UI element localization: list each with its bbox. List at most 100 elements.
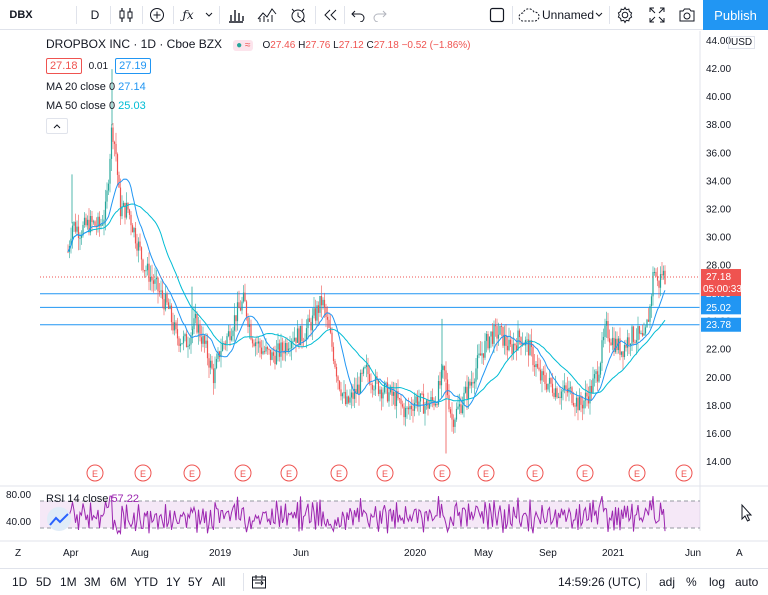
square-icon[interactable] [486,0,508,30]
earnings-marker[interactable]: E [477,464,495,482]
sell-price-button[interactable]: 27.18 [46,58,82,74]
range-button-5y[interactable]: 5Y [188,575,203,589]
candle-body [361,372,363,374]
earnings-marker[interactable]: E [628,464,646,482]
percent-toggle[interactable]: % [686,575,697,589]
zoom-icon[interactable]: Z [15,548,21,559]
earnings-marker[interactable]: E [376,464,394,482]
candle-body [272,352,275,356]
cloud-icon[interactable] [516,0,542,30]
candle-body [191,329,194,336]
candle-body [512,343,515,354]
chart-area[interactable]: E E E E E E E E E E E E E 44.00 42.00 40.00 38.00 36.00 3… [0,31,768,565]
candle-body [556,388,558,398]
currency-label[interactable]: USD [728,36,756,49]
layout-name[interactable]: Unnamed [542,8,595,22]
range-button-6m[interactable]: 6M [110,575,127,589]
earnings-marker[interactable]: E [433,464,451,482]
candle-body [287,348,290,351]
plus-circle-icon[interactable] [145,0,169,30]
candle-body [547,383,549,390]
candle-body [452,419,455,427]
candle-body [449,409,452,414]
rsi-legend[interactable]: RSI 14 close 57.22 [46,493,139,505]
price-tick: 20.00 [706,373,731,384]
collapse-legend-button[interactable] [46,118,68,134]
candle-body [107,183,110,191]
candle-body [644,327,647,334]
fullscreen-icon[interactable] [645,0,669,30]
range-button-1m[interactable]: 1M [60,575,77,589]
clock-readout[interactable]: 14:59:26 (UTC) [558,575,641,589]
auto-toggle[interactable]: auto [735,575,759,589]
gear-icon[interactable] [613,0,637,30]
svg-text:E: E [634,469,640,479]
price-chart[interactable]: E E E E E E E E E E E E E 44.00 42.00 40.00 38.00 36.00 3… [0,31,768,565]
redo-icon[interactable] [370,0,390,30]
candle-body [437,381,440,405]
time-axis-label: Apr [63,548,79,559]
earnings-marker[interactable]: E [675,464,693,482]
buy-price-button[interactable]: 27.19 [115,58,151,74]
symbol-search[interactable]: DBX [9,9,33,21]
candle-body [514,343,516,346]
candle-body [659,274,662,288]
candle-body [334,361,336,368]
candle-body [565,385,567,389]
range-button-5d[interactable]: 5D [36,575,52,589]
svg-text:E: E [382,469,388,479]
divider [142,6,143,24]
range-button-all[interactable]: All [212,575,226,589]
candle-body [106,190,108,202]
rsi-tick: 40.00 [6,517,31,528]
candle-body [431,397,434,401]
earnings-marker[interactable]: E [526,464,544,482]
market-status-badge[interactable]: ● ≈ [233,40,254,51]
earnings-marker[interactable]: E [134,464,152,482]
candle-body [220,350,222,358]
candle-body [245,301,248,317]
tradingview-logo-icon[interactable] [47,507,71,531]
candle-body [634,341,636,343]
symbol-title[interactable]: DROPBOX INC · 1D · Cboe BZX [46,37,223,51]
adj-toggle[interactable]: adj [659,575,676,589]
earnings-marker[interactable]: E [576,464,594,482]
candle-body [113,141,116,144]
range-button-ytd[interactable]: YTD [134,575,158,589]
earnings-marker[interactable]: E [280,464,298,482]
fx-icon[interactable]: ƒx [182,8,194,22]
candle-body [248,324,251,327]
candle-body [280,342,282,357]
range-button-1y[interactable]: 1Y [166,575,181,589]
log-toggle[interactable]: log [709,575,726,589]
ma50-legend[interactable]: MA 50 close 0 25.03 [46,100,146,112]
earnings-marker[interactable]: E [234,464,252,482]
publish-button[interactable]: Publish [703,0,768,30]
date-range-icon[interactable] [251,569,267,595]
candle-body [160,290,162,292]
ma20-legend[interactable]: MA 20 close 0 27.14 [46,81,146,93]
alert-clock-icon[interactable] [286,0,310,30]
undo-icon[interactable] [348,0,368,30]
candle-body [221,343,224,351]
chevron-down-icon[interactable] [592,0,606,30]
chevron-down-icon[interactable] [201,0,217,30]
auto-scale-icon[interactable]: A [736,548,743,559]
candles-icon[interactable] [114,0,138,30]
range-button-1d[interactable]: 1D [12,575,28,589]
earnings-marker[interactable]: E [86,464,104,482]
candle-body [406,407,408,409]
earnings-marker[interactable]: E [183,464,201,482]
camera-icon[interactable] [675,0,699,30]
replay-icon[interactable] [318,0,342,30]
divider [243,573,244,591]
candle-body [145,270,147,272]
candle-body [170,305,173,323]
range-button-3m[interactable]: 3M [84,575,101,589]
interval-button[interactable]: D [90,8,100,22]
bar-chart-icon[interactable] [224,0,248,30]
indicator-icon[interactable] [255,0,279,30]
earnings-marker[interactable]: E [330,464,348,482]
candle-body [467,381,470,399]
candle-body [607,321,609,339]
